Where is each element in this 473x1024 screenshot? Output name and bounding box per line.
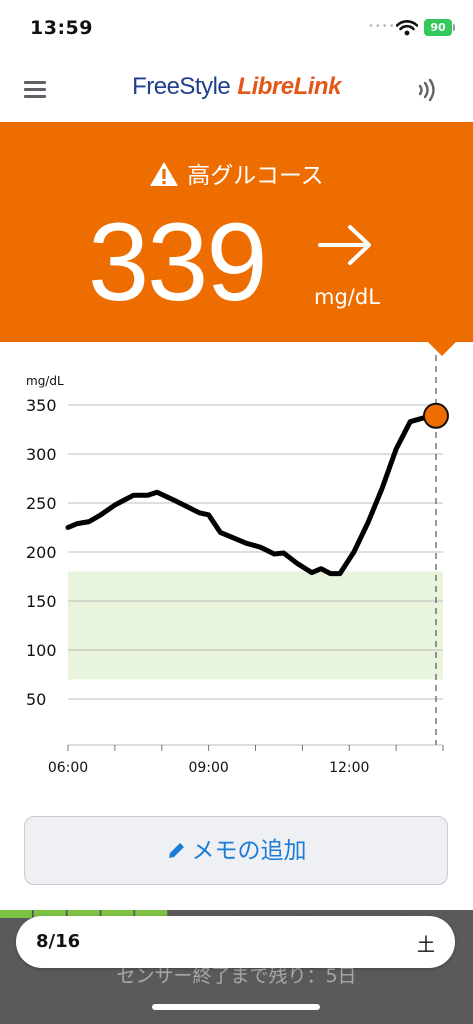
glucose-banner: 高グルコース 339 mg/dL [0, 122, 473, 342]
y-tick-label: 200 [26, 543, 57, 562]
sensor-day-segment [67, 910, 100, 918]
nfc-scan-icon[interactable] [414, 76, 442, 104]
glucose-value: 339 [88, 201, 268, 324]
alert-row: 高グルコース [0, 156, 473, 190]
sensor-day-segment [169, 910, 201, 918]
x-tick-label: 06:00 [48, 760, 88, 776]
sensor-day-segment [236, 910, 269, 918]
add-memo-label: メモの追加 [191, 838, 307, 864]
glucose-chart: 350 300 250 200 150 100 50 06:00 09:00 12:00 mg/… [26, 355, 449, 776]
y-tick-label: 250 [26, 494, 57, 513]
battery-nub [453, 24, 455, 31]
y-tick-label: 50 [26, 690, 46, 709]
sensor-day-segment [0, 910, 32, 918]
date-text: 8/16 [36, 931, 81, 952]
sensor-day-segment [304, 910, 337, 918]
glucose-series-line [65, 413, 439, 577]
y-tick-label: 150 [26, 592, 57, 611]
sensor-day-segment [135, 910, 168, 918]
sensor-day-segment [371, 910, 404, 918]
add-memo-button[interactable]: メモの追加 [24, 816, 448, 885]
date-bar[interactable]: 8/16 土 [16, 916, 455, 968]
logo-librelink: LibreLink [237, 73, 341, 100]
banner-pointer [428, 342, 456, 356]
app-logo: FreeStyle LibreLink [0, 72, 473, 101]
sensor-day-segment [338, 910, 370, 918]
battery-icon: 90 [424, 19, 452, 36]
x-tick-label: 12:00 [329, 760, 369, 776]
home-indicator[interactable] [152, 1004, 320, 1010]
app-header: FreeStyle LibreLink [0, 58, 473, 122]
sensor-day-segment [202, 910, 235, 918]
logo-freestyle: FreeStyle [132, 73, 231, 100]
trend-arrow-icon [318, 225, 371, 265]
day-of-week-text: 土 [417, 935, 435, 956]
unit-label: mg/dL [314, 285, 380, 309]
hamburger-menu-icon[interactable] [24, 81, 46, 99]
y-tick-label: 300 [26, 445, 57, 464]
y-tick-label: 100 [26, 641, 57, 660]
sensor-day-segment [439, 910, 472, 918]
y-tick-label: 350 [26, 396, 57, 415]
warning-icon [150, 162, 179, 186]
signal-dots-icon: •••• [368, 21, 396, 32]
status-time: 13:59 [30, 17, 93, 39]
sensor-day-progress [0, 910, 472, 918]
alert-label: 高グルコース [187, 163, 324, 189]
wifi-icon [396, 20, 418, 36]
sensor-day-segment [270, 910, 303, 918]
pencil-icon [168, 843, 184, 858]
sensor-day-segment [33, 910, 66, 918]
current-reading-dot [422, 402, 449, 429]
y-axis-label: mg/dL [26, 374, 64, 388]
target-range-band [68, 571, 443, 680]
status-bar: 13:59 •••• 90 [0, 0, 473, 58]
x-tick-label: 09:00 [188, 760, 228, 776]
sensor-day-segment [405, 910, 438, 918]
sensor-day-segment [101, 910, 134, 918]
sensor-remaining-text: センサー終了まで残り：5日 [116, 965, 357, 987]
